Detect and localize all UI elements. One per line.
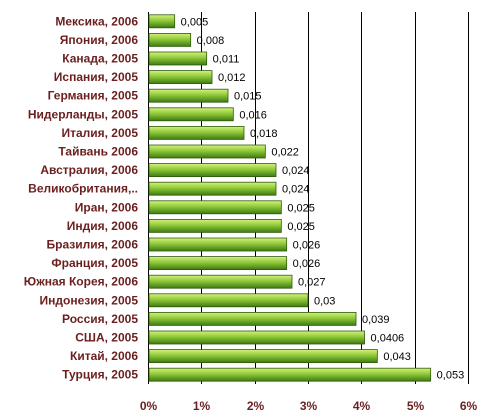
value-label: 0,024 bbox=[282, 165, 310, 177]
gridlines bbox=[148, 12, 469, 384]
bar bbox=[148, 33, 192, 47]
category-label: Мексика, 2006 bbox=[55, 14, 138, 28]
x-axis-tick-labels: 0% 1% 2% 3% 4% 5% 6% bbox=[140, 399, 478, 413]
bar bbox=[148, 293, 309, 308]
value-label: 0,016 bbox=[239, 109, 267, 121]
category-label: Италия, 2005 bbox=[61, 126, 138, 140]
category-label: Индонезия, 2005 bbox=[40, 293, 139, 307]
value-label: 0,012 bbox=[218, 72, 246, 84]
bar bbox=[148, 88, 229, 103]
category-label: Бразилия, 2006 bbox=[47, 238, 139, 252]
x-tick-label: 2% bbox=[247, 399, 265, 413]
category-label: Южная Корея, 2006 bbox=[24, 275, 139, 289]
value-label: 0,025 bbox=[287, 221, 315, 233]
category-label: Канада, 2005 bbox=[62, 52, 138, 66]
value-label: 0,022 bbox=[271, 147, 299, 159]
bar bbox=[148, 237, 288, 252]
bar bbox=[148, 107, 234, 122]
x-tick-label: 4% bbox=[353, 399, 371, 413]
category-label: Великобритания,.. bbox=[28, 182, 138, 196]
value-label: 0,053 bbox=[437, 370, 465, 382]
value-label: 0,018 bbox=[250, 128, 278, 140]
x-tick-label: 0% bbox=[140, 399, 158, 413]
bar bbox=[148, 144, 266, 159]
category-label: Австралия, 2006 bbox=[40, 163, 138, 177]
bar bbox=[148, 126, 245, 140]
category-label: Турция, 2005 bbox=[62, 368, 138, 382]
bar bbox=[148, 218, 282, 233]
value-label: 0,024 bbox=[282, 184, 310, 196]
bar bbox=[148, 311, 357, 326]
value-label: 0,005 bbox=[181, 16, 209, 28]
bar bbox=[148, 51, 208, 66]
category-label: Япония, 2006 bbox=[60, 33, 139, 47]
bar bbox=[148, 349, 378, 364]
value-label: 0,027 bbox=[298, 277, 326, 289]
value-label: 0,026 bbox=[293, 258, 321, 270]
category-label: Тайвань 2006 bbox=[58, 145, 138, 159]
value-label: 0,015 bbox=[234, 91, 262, 103]
category-label: Индия, 2006 bbox=[67, 219, 139, 233]
value-label: 0,039 bbox=[362, 314, 390, 326]
category-label: Германия, 2005 bbox=[48, 89, 139, 103]
category-label: США, 2005 bbox=[75, 331, 138, 345]
x-tick-label: 1% bbox=[193, 399, 211, 413]
bar bbox=[148, 200, 282, 215]
x-tick-label: 5% bbox=[407, 399, 425, 413]
value-label: 0,0406 bbox=[371, 333, 405, 345]
bar bbox=[148, 181, 277, 196]
x-tick-label: 6% bbox=[460, 399, 478, 413]
bar bbox=[148, 14, 176, 29]
bar bbox=[148, 274, 293, 289]
category-label: Россия, 2005 bbox=[62, 312, 138, 326]
value-label: 0,043 bbox=[383, 351, 411, 363]
bar bbox=[148, 367, 432, 382]
bar bbox=[148, 163, 277, 178]
value-label: 0,03 bbox=[314, 295, 335, 307]
bar bbox=[148, 256, 288, 271]
category-label: Испания, 2005 bbox=[54, 70, 139, 84]
category-label: Китай, 2006 bbox=[70, 349, 138, 363]
category-label: Нидерланды, 2005 bbox=[28, 107, 138, 121]
bars bbox=[148, 14, 432, 382]
value-label: 0,026 bbox=[293, 240, 321, 252]
value-label: 0,011 bbox=[213, 54, 240, 66]
category-labels: Мексика, 2006 Япония, 2006 Канада, 2005 Исп… bbox=[24, 14, 139, 381]
bar bbox=[148, 330, 365, 345]
bar bbox=[148, 70, 213, 84]
value-label: 0,008 bbox=[197, 35, 225, 47]
value-label: 0,025 bbox=[287, 202, 315, 214]
x-tick-label: 3% bbox=[300, 399, 318, 413]
category-label: Иран, 2006 bbox=[75, 200, 139, 214]
category-label: Франция, 2005 bbox=[51, 256, 138, 270]
value-labels: 0,005 0,008 0,011 0,012 0,015 0,016 0,018 0,022… bbox=[181, 16, 465, 381]
